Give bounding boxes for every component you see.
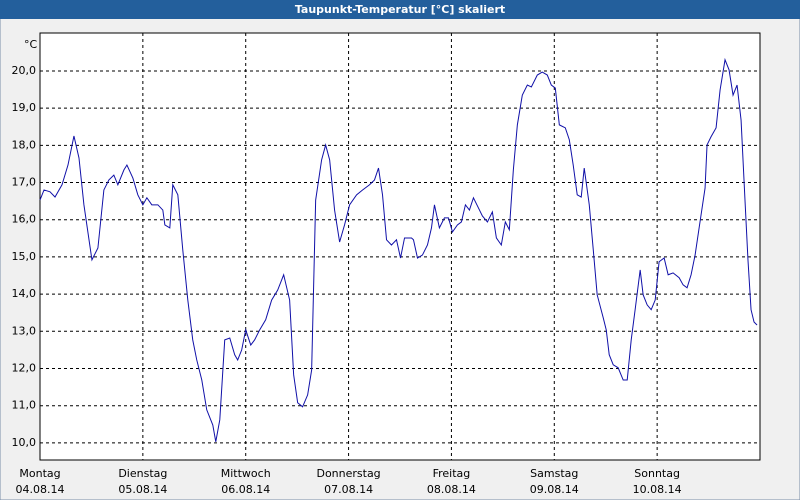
y-tick-label: 11,0 [12,399,37,412]
title-bar [0,0,800,19]
x-tick-date: 09.08.14 [530,483,579,496]
x-tick-date: 04.08.14 [16,483,65,496]
x-tick-label: Freitag [433,467,471,480]
x-tick-label: Montag [19,467,60,480]
x-tick-date: 05.08.14 [118,483,167,496]
plot-area [39,32,761,461]
x-tick-label: Dienstag [118,467,167,480]
y-tick-label: 20,0 [12,64,37,77]
x-tick-label: Sonntag [634,467,680,480]
x-tick-date: 07.08.14 [324,483,373,496]
y-tick-label: 15,0 [12,250,37,263]
x-tick-date: 10.08.14 [633,483,682,496]
chart-title: Taupunkt-Temperatur [°C] skaliert [295,3,505,16]
y-tick-label: 13,0 [12,324,37,337]
x-tick-label: Samstag [530,467,578,480]
y-unit: °C [24,38,38,51]
y-tick-label: 17,0 [12,176,37,189]
x-tick-date: 06.08.14 [221,483,270,496]
x-tick-label: Mittwoch [221,467,271,480]
y-tick-label: 16,0 [12,213,37,226]
data-line [39,57,758,442]
x-tick-date: 08.08.14 [427,483,476,496]
y-tick-label: 14,0 [12,287,37,300]
x-tick-label: Donnerstag [316,467,380,480]
y-tick-label: 19,0 [12,101,37,114]
y-tick-label: 12,0 [12,362,37,375]
y-tick-label: 18,0 [12,138,37,151]
y-tick-label: 10,0 [12,436,37,449]
